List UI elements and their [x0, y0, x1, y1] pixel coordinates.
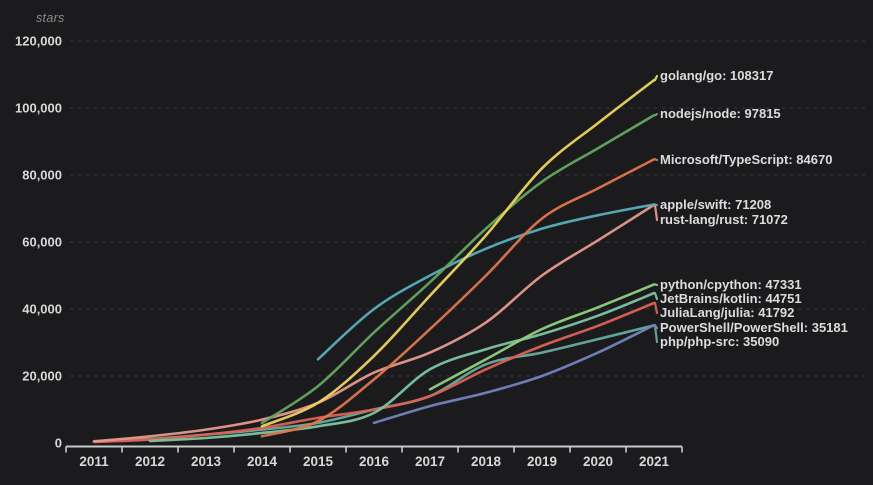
- series-label-connector-julialang-julia: [653, 301, 659, 315]
- x-tick-label-2011: 2011: [79, 454, 109, 469]
- series-line-powershell-powershell: [372, 323, 656, 425]
- series-line-php-php-src: [92, 324, 656, 443]
- x-tick-label-2018: 2018: [471, 454, 502, 469]
- series-line-microsoft-typescript: [260, 158, 656, 438]
- series-line-apple-swift: [316, 203, 656, 361]
- series-label-connector-python-cpython: [653, 283, 659, 287]
- series-line-golang-go: [260, 78, 656, 428]
- y-tick-label-100000: 100,000: [15, 101, 62, 116]
- series-label-nodejs-node: nodejs/node: 97815: [660, 106, 781, 121]
- series-label-connector-golang-go: [653, 74, 659, 82]
- x-tick-label-2020: 2020: [583, 454, 613, 469]
- x-tick-label-2016: 2016: [359, 454, 390, 469]
- series-line-julialang-julia: [92, 301, 656, 444]
- series-line-rust-lang-rust: [92, 203, 656, 443]
- y-tick-label-120000: 120,000: [15, 34, 62, 49]
- x-tick-label-2021: 2021: [639, 454, 670, 469]
- y-axis-title: stars: [36, 11, 65, 25]
- series-label-rust-lang-rust: rust-lang/rust: 71072: [660, 212, 788, 227]
- series-label-golang-go: golang/go: 108317: [660, 68, 774, 83]
- series-label-connector-apple-swift: [653, 203, 659, 207]
- series-label-connector-php-php-src: [653, 324, 659, 344]
- series-label-python-cpython: python/cpython: 47331: [660, 277, 802, 292]
- y-tick-label-0: 0: [55, 436, 62, 451]
- x-tick-label-2014: 2014: [247, 454, 278, 469]
- y-tick-label-60000: 60,000: [22, 235, 62, 250]
- y-tick-label-20000: 20,000: [22, 369, 62, 384]
- series-label-connector-rust-lang-rust: [653, 203, 659, 222]
- series-label-jetbrains-kotlin: JetBrains/kotlin: 44751: [660, 291, 802, 306]
- y-tick-label-40000: 40,000: [22, 302, 62, 317]
- series-label-julialang-julia: JuliaLang/julia: 41792: [660, 305, 795, 320]
- series-label-connector-microsoft-typescript: [653, 158, 659, 162]
- series-line-python-cpython: [428, 283, 656, 391]
- series-label-powershell-powershell: PowerShell/PowerShell: 35181: [660, 320, 848, 335]
- series-label-microsoft-typescript: Microsoft/TypeScript: 84670: [660, 152, 833, 167]
- x-tick-label-2019: 2019: [527, 454, 557, 469]
- x-tick-label-2012: 2012: [135, 454, 165, 469]
- series-label-connector-powershell-powershell: [653, 324, 659, 330]
- series-label-connector-jetbrains-kotlin: [653, 291, 659, 301]
- series-line-nodejs-node: [260, 114, 656, 425]
- series-label-connector-nodejs-node: [653, 112, 659, 117]
- x-tick-label-2017: 2017: [415, 454, 445, 469]
- series-label-apple-swift: apple/swift: 71208: [660, 197, 772, 212]
- x-tick-label-2013: 2013: [191, 454, 222, 469]
- y-tick-label-80000: 80,000: [22, 168, 62, 183]
- x-tick-label-2015: 2015: [303, 454, 334, 469]
- series-label-php-php-src: php/php-src: 35090: [660, 334, 780, 349]
- series-line-jetbrains-kotlin: [148, 291, 656, 443]
